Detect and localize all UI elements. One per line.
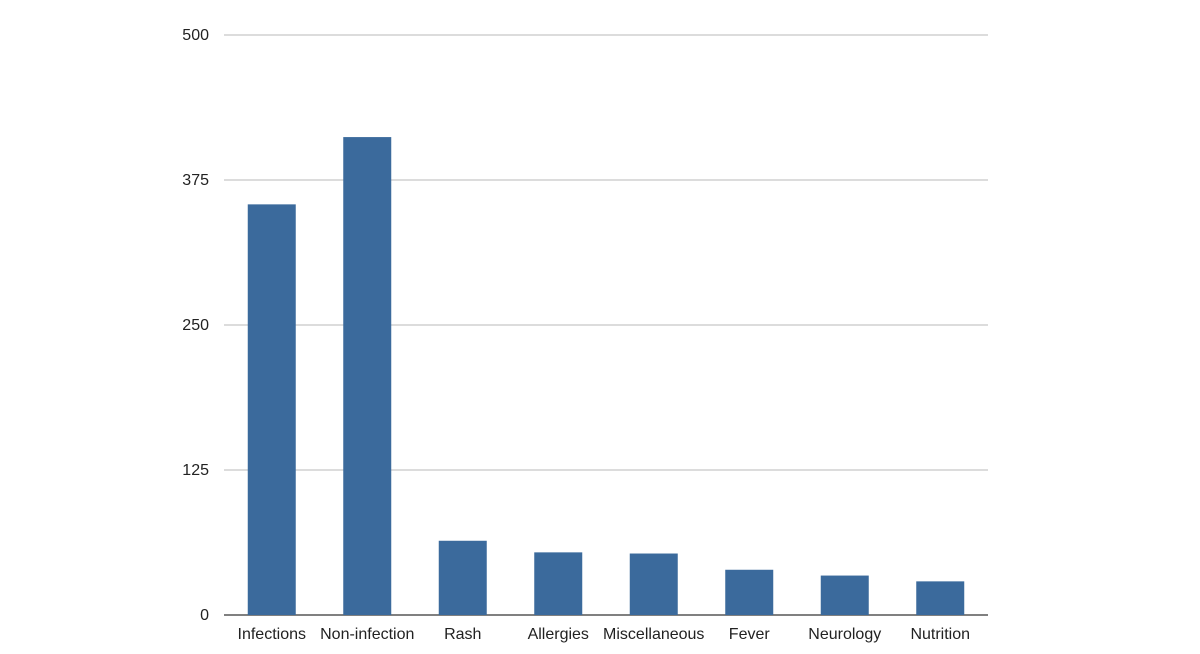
bar bbox=[629, 553, 678, 615]
bar bbox=[916, 581, 965, 615]
bar bbox=[820, 575, 869, 615]
y-tick-label: 375 bbox=[182, 172, 209, 189]
x-tick-label: Non-infection bbox=[320, 626, 414, 643]
y-tick-label: 500 bbox=[182, 27, 209, 44]
y-tick-label: 250 bbox=[182, 317, 209, 334]
bar bbox=[725, 569, 774, 615]
x-tick-label: Fever bbox=[729, 626, 771, 643]
bar bbox=[534, 552, 583, 615]
y-tick-label: 0 bbox=[200, 607, 209, 624]
y-tick-label: 125 bbox=[182, 462, 209, 479]
bar bbox=[438, 540, 487, 615]
bar bbox=[343, 137, 392, 615]
x-tick-label: Miscellaneous bbox=[603, 626, 704, 643]
bar bbox=[247, 204, 296, 616]
x-tick-label: Allergies bbox=[528, 626, 589, 643]
x-tick-label: Infections bbox=[238, 626, 306, 643]
x-tick-label: Nutrition bbox=[910, 626, 970, 643]
x-tick-label: Neurology bbox=[808, 626, 881, 643]
x-tick-label: Rash bbox=[444, 626, 481, 643]
